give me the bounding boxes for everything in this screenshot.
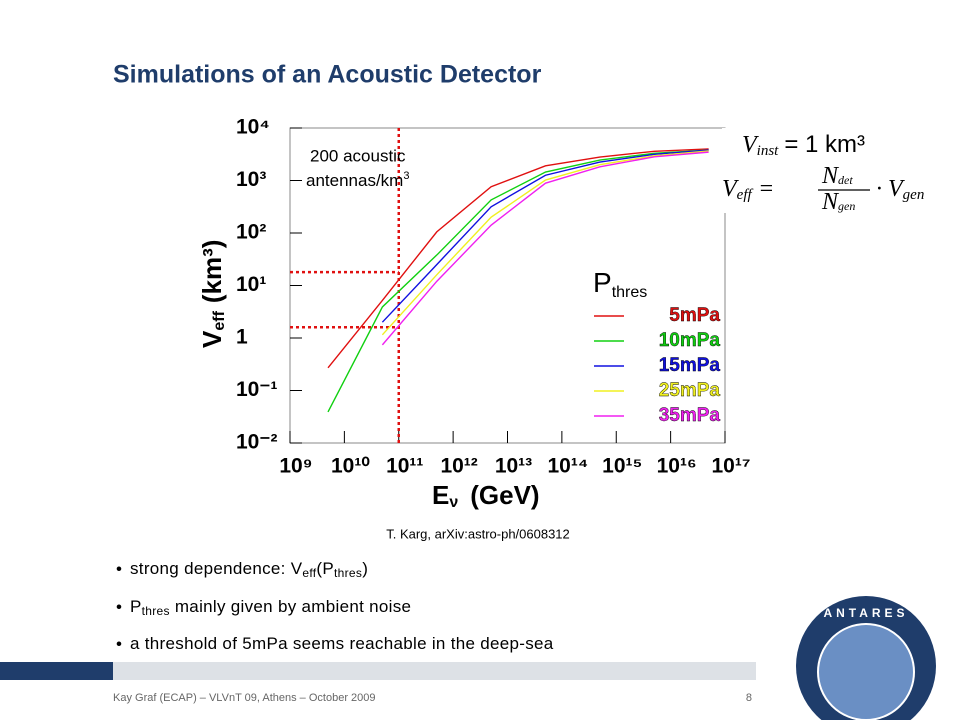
y-label-sub: eff	[211, 310, 228, 330]
y-label-unit: (km³)	[197, 240, 227, 304]
series-line	[327, 148, 709, 369]
x-axis-label: Eν (GeV)	[432, 480, 540, 511]
y-axis-label: Veff (km³)	[197, 240, 228, 348]
x-label-unit: (GeV)	[470, 480, 539, 510]
annotation-text: antennas/km	[306, 171, 403, 190]
bullet-text: a threshold of 5mPa seems reachable in t…	[130, 634, 554, 653]
series-line	[327, 149, 709, 413]
series-line	[381, 149, 709, 323]
formula-numerator: Ndet	[821, 163, 853, 189]
y-tick-label: 1	[236, 326, 248, 349]
series-line	[381, 150, 709, 336]
formula: Vinst = 1 km³	[742, 131, 865, 159]
formula: · Vgen	[876, 176, 924, 204]
bullet: •	[116, 597, 122, 616]
y-tick-label: 10⁴	[236, 116, 270, 139]
legend-label: 10mPa	[659, 330, 721, 351]
page-number: 8	[746, 692, 752, 704]
citation: T. Karg, arXiv:astro-ph/0608312	[386, 526, 570, 541]
footer-block	[0, 662, 113, 680]
slide-title: Simulations of an Acoustic Detector	[113, 61, 542, 89]
legend-label: 35mPa	[659, 405, 721, 426]
x-tick-label: 10¹⁷	[711, 455, 750, 478]
x-label-sub: ν	[449, 494, 458, 511]
legend-label: 5mPa	[669, 305, 720, 326]
x-tick-label: 10¹³	[495, 455, 532, 478]
series-line	[381, 151, 709, 346]
footer-bar	[0, 662, 756, 680]
bullet-text: strong dependence: Veff(Pthres)	[130, 559, 368, 580]
legend-title: Pthres	[593, 267, 647, 301]
legend-title-sub: thres	[612, 284, 648, 301]
bullet: •	[116, 559, 122, 578]
logo-globe	[817, 623, 915, 720]
legend-title-main: P	[593, 267, 612, 298]
legend-label: 15mPa	[659, 355, 721, 376]
bullet: •	[116, 634, 122, 653]
x-tick-label: 10¹⁰	[331, 455, 370, 478]
logo-text: ANTARES	[823, 606, 908, 620]
bullet-text: Pthres mainly given by ambient noise	[130, 597, 411, 618]
x-tick-label: 10¹²	[440, 455, 477, 478]
y-tick-label: 10⁻²	[236, 431, 277, 454]
formula-box	[722, 128, 960, 213]
x-tick-label: 10¹⁶	[657, 455, 697, 478]
annotation-sup: 3	[403, 170, 409, 182]
footer: Kay Graf (ECAP) – VLVnT 09, Athens – Oct…	[113, 692, 376, 704]
x-tick-label: 10⁹	[279, 455, 312, 478]
y-tick-label: 10¹	[236, 273, 266, 296]
x-label: E	[432, 480, 449, 510]
y-tick-label: 10²	[236, 221, 266, 244]
annotation: 200 acoustic	[310, 146, 406, 165]
x-tick-label: 10¹¹	[386, 455, 423, 478]
x-tick-label: 10¹⁴	[548, 455, 589, 478]
y-tick-label: 10⁻¹	[236, 378, 277, 401]
formula-denominator: Ngen	[821, 189, 855, 215]
y-label: V	[197, 330, 227, 348]
annotation: antennas/km3	[306, 170, 409, 191]
formula: Veff =	[722, 176, 773, 204]
legend-label: 25mPa	[659, 380, 721, 401]
y-tick-label: 10³	[236, 168, 266, 191]
x-tick-label: 10¹⁵	[602, 455, 642, 478]
